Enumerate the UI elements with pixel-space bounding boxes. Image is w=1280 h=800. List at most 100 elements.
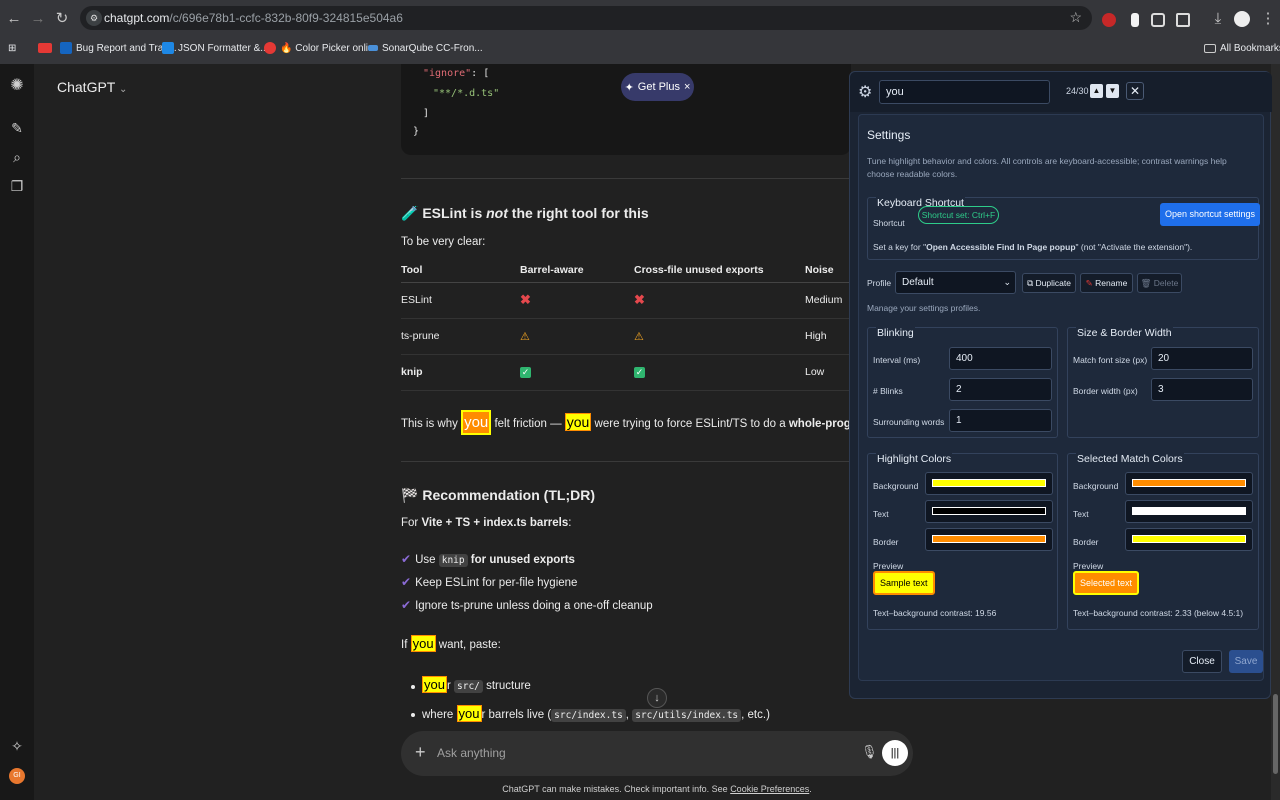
gear-icon[interactable]: ⚙	[858, 84, 873, 101]
url-bar[interactable]: ⚙ chatgpt.com/c/696e78b1-ccfc-832b-80f9-…	[80, 6, 1092, 30]
divider	[401, 178, 851, 179]
close-find-button[interactable]: ✕	[1126, 82, 1144, 100]
download-icon[interactable]: ⤓	[1214, 9, 1222, 27]
highlight-text-color-picker[interactable]	[925, 500, 1053, 523]
next-match-button[interactable]: ▼	[1106, 84, 1119, 98]
scroll-down-icon[interactable]: ↓	[647, 688, 667, 708]
close-icon[interactable]: ×	[683, 81, 691, 93]
bookmark-item[interactable]: SonarQube CC-Fron...	[368, 40, 483, 56]
open-shortcut-settings-button[interactable]: Open shortcut settings	[1160, 203, 1260, 226]
openai-logo-icon[interactable]: ✺	[10, 77, 24, 94]
list-item: you r src/ structure	[422, 676, 531, 693]
paragraph: To be very clear:	[401, 236, 486, 248]
cross-icon: ✖	[520, 292, 531, 307]
find-input[interactable]: you	[879, 80, 1050, 104]
bookmark-item[interactable]: JSON Formatter &...	[162, 40, 269, 56]
selected-text-color-picker[interactable]	[1125, 500, 1253, 523]
new-chat-icon[interactable]: ✎	[11, 120, 23, 136]
rename-profile-button[interactable]: ✎ Rename	[1080, 273, 1133, 293]
sidebar-rail: ✺ ✎ ⌕ ❐ ✧ GI	[0, 64, 34, 800]
bookmark-favicon	[162, 42, 174, 54]
back-icon[interactable]: ←	[6, 9, 22, 27]
bookmark-favicon	[60, 42, 72, 54]
table-cell: ✓	[520, 354, 634, 391]
checkmark-icon: ✔	[401, 552, 412, 566]
cookie-preferences-link[interactable]: Cookie Preferences	[730, 784, 810, 794]
search-icon[interactable]: ⌕	[13, 149, 21, 165]
duplicate-profile-button[interactable]: ⧉ Duplicate	[1022, 273, 1076, 293]
contrast-readout: Text–background contrast: 19.56	[873, 608, 997, 618]
extension-icon[interactable]	[1151, 13, 1165, 27]
youtube-bookmark[interactable]	[38, 40, 52, 56]
page-scrollbar[interactable]	[1271, 64, 1280, 800]
match-highlight: you	[410, 635, 436, 652]
interval-input[interactable]: 400	[949, 347, 1052, 370]
group-legend: Highlight Colors	[876, 453, 953, 465]
keyboard-shortcut-group: Keyboard Shortcut Shortcut Shortcut set:…	[867, 197, 1260, 260]
highlight-border-color-picker[interactable]	[925, 528, 1053, 551]
list-item: ✔ Ignore ts-prune unless doing a one-off …	[401, 598, 653, 612]
close-button[interactable]: Close	[1182, 650, 1222, 673]
all-bookmarks[interactable]: All Bookmarks	[1204, 40, 1280, 56]
sparkle-icon: ✦	[624, 81, 634, 94]
field-label: Preview	[1073, 561, 1104, 571]
font-size-input[interactable]: 20	[1151, 347, 1253, 370]
extension-icon[interactable]	[1102, 13, 1116, 27]
field-label: # Blinks	[873, 386, 903, 396]
section-heading: 🧪 ESLint is not the right tool for this	[401, 205, 649, 221]
plus-icon[interactable]: +	[415, 742, 426, 762]
highlight-background-color-picker[interactable]	[925, 472, 1053, 495]
group-legend: Blinking	[876, 327, 915, 339]
bookmark-star-icon[interactable]: ☆	[1069, 9, 1082, 25]
microphone-icon[interactable]: 🎙	[861, 744, 878, 759]
list-item: where you r barrels live (src/index.ts, s…	[422, 705, 770, 722]
site-info-icon[interactable]: ⚙	[86, 10, 102, 26]
apps-grid-icon[interactable]: ⊞	[8, 42, 17, 54]
blinks-input[interactable]: 2	[949, 378, 1052, 401]
extension-icon[interactable]	[1131, 13, 1139, 27]
settings-description: Tune highlight behavior and colors. All …	[867, 156, 1227, 179]
composer[interactable]: + Ask anything 🎙 |||	[401, 731, 913, 776]
bookmark-item[interactable]: 🔥 Color Picker onli...	[264, 40, 376, 56]
field-label: Background	[873, 481, 919, 491]
match-highlight: you	[456, 705, 482, 722]
paragraph: This is why you felt friction — you were…	[401, 410, 895, 435]
table-cell: ⚠	[634, 318, 805, 355]
border-width-input[interactable]: 3	[1151, 378, 1253, 401]
get-plus-button[interactable]: ✦ Get Plus ×	[621, 73, 694, 101]
profile-avatar-icon[interactable]	[1234, 11, 1250, 27]
settings-title: Settings	[867, 128, 911, 142]
model-selector[interactable]: ChatGPT ⌄	[57, 79, 128, 95]
contrast-readout: Text–background contrast: 2.33 (below 4.…	[1073, 608, 1244, 618]
forward-icon[interactable]: →	[30, 9, 46, 27]
table-header-row: Tool Barrel-aware Cross-file unused expo…	[401, 258, 861, 283]
checkmark-icon: ✔	[401, 598, 412, 612]
sparkle-icon[interactable]: ✧	[11, 738, 23, 754]
bookmark-item[interactable]: Bug Report and Trac...	[60, 40, 177, 56]
extensions-puzzle-icon[interactable]	[1176, 13, 1190, 27]
field-label: Background	[1073, 481, 1119, 491]
field-label: Border width (px)	[1073, 386, 1138, 396]
table-header: Tool	[401, 258, 520, 283]
table-cell: ⚠	[520, 318, 634, 355]
prompt-input[interactable]: Ask anything	[437, 746, 506, 760]
save-button[interactable]: Save	[1229, 650, 1263, 673]
avatar[interactable]: GI	[9, 768, 25, 784]
voice-mode-icon[interactable]: |||	[882, 740, 908, 766]
group-legend: Selected Match Colors	[1076, 453, 1184, 465]
selected-highlight: you	[461, 410, 492, 435]
find-in-page-panel: ⚙ you 24/30 ▲ ▼ ✕ Settings Tune highligh…	[849, 71, 1272, 699]
table-row: ts-prune ⚠ ⚠ High	[401, 318, 861, 355]
profile-hint: Manage your settings profiles.	[867, 303, 981, 313]
menu-kebab-icon[interactable]: ⋮	[1260, 10, 1276, 27]
previous-match-button[interactable]: ▲	[1090, 84, 1103, 98]
selected-border-color-picker[interactable]	[1125, 528, 1253, 551]
profile-select[interactable]: Default ⌄	[895, 271, 1016, 294]
delete-profile-button[interactable]: 🗑 Delete	[1137, 273, 1182, 293]
library-icon[interactable]: ❐	[10, 178, 24, 194]
code-line: "**/*.d.ts"	[433, 88, 500, 99]
selected-background-color-picker[interactable]	[1125, 472, 1253, 495]
table-cell: ✖	[520, 282, 634, 319]
reload-icon[interactable]: ↻	[55, 10, 69, 27]
surrounding-words-input[interactable]: 1	[949, 409, 1052, 432]
